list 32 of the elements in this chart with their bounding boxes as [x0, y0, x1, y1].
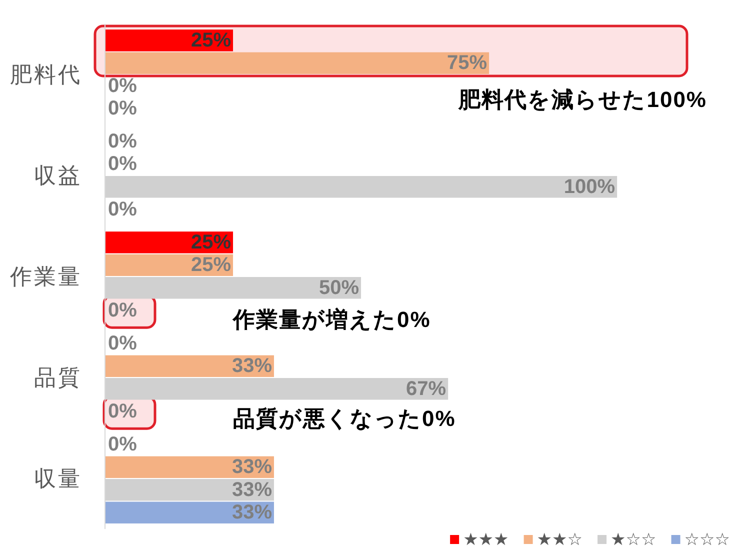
data-label: 0% [108, 433, 138, 456]
data-label: 33% [232, 355, 272, 378]
data-label: 0% [108, 130, 138, 152]
data-label: 33% [232, 478, 272, 501]
data-label: 25% [190, 254, 232, 276]
legend-label: ★★★ [463, 530, 509, 550]
data-label: 0% [108, 300, 138, 322]
annotation: 作業量が増えた0% [232, 307, 431, 332]
data-label: 25% [190, 29, 232, 52]
data-label: 0% [108, 153, 138, 176]
y-tick-label: 収益 [34, 163, 82, 188]
y-tick-label: 肥料代 [10, 62, 82, 87]
data-label: 67% [406, 378, 446, 400]
data-label: 75% [447, 52, 488, 74]
data-label: 33% [232, 456, 272, 478]
data-label: 0% [108, 198, 138, 221]
data-label: 0% [108, 332, 138, 354]
y-tick-label: 作業量 [9, 264, 82, 289]
data-label: 0% [108, 98, 138, 120]
y-tick-label: 品質 [34, 365, 82, 390]
legend-label: ☆☆☆ [684, 530, 730, 550]
y-tick-label: 収量 [34, 466, 82, 491]
data-label: 50% [319, 276, 360, 299]
legend-label: ★★☆ [536, 530, 583, 550]
data-label: 0% [108, 400, 138, 423]
annotation: 品質が悪くなった0% [233, 406, 456, 432]
data-label: 100% [564, 176, 616, 198]
data-label: 25% [190, 231, 232, 254]
legend-label: ★☆☆ [610, 530, 656, 550]
band-label: 肥料代を減らせた100% [458, 86, 707, 112]
data-label: 0% [108, 74, 138, 97]
data-label: 33% [232, 502, 272, 524]
